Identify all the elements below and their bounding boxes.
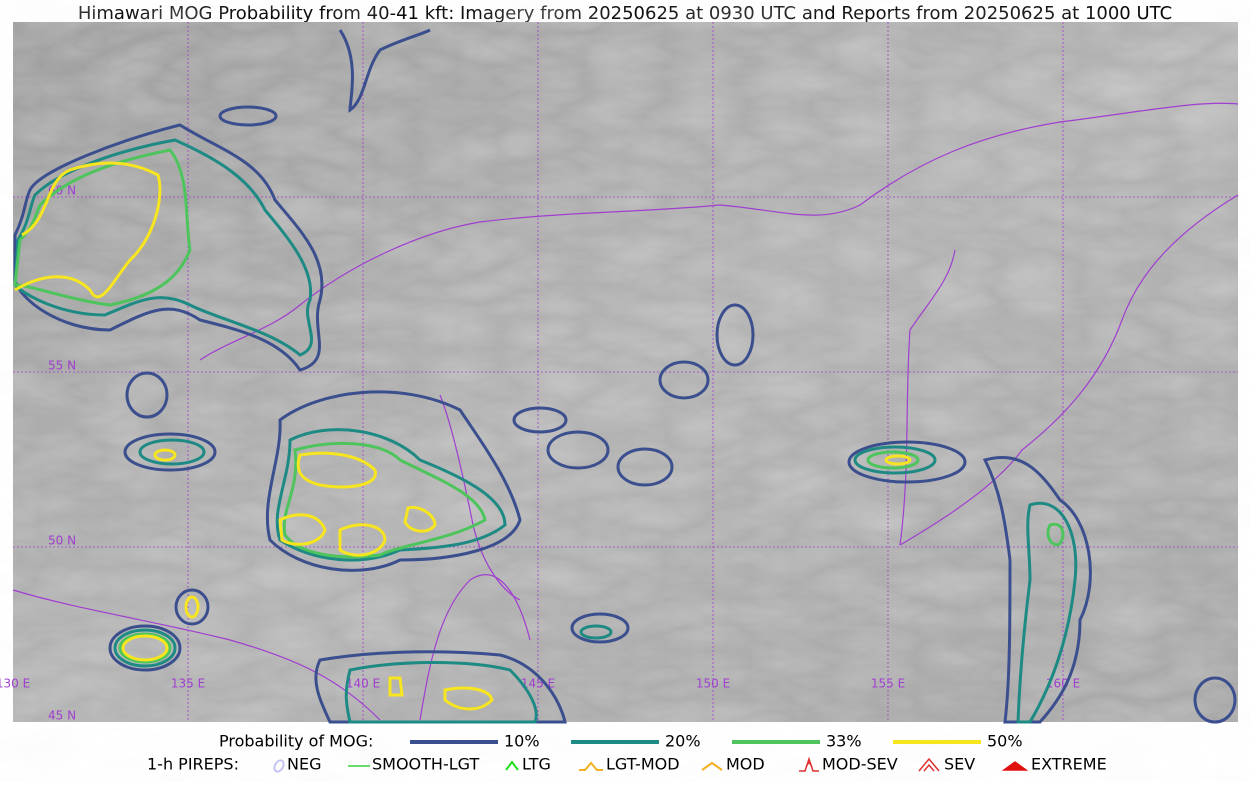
latitude-label: 45 N [48, 709, 76, 723]
pirep-icon [918, 757, 940, 772]
latitude-label: 50 N [48, 534, 76, 548]
title: Himawari MOG Probability from 40-41 kft:… [78, 3, 1172, 24]
legend: Probability of MOG: 1-h PIREPS: 10% 20% 33… [147, 732, 1107, 774]
probability-label: 50% [987, 732, 1023, 751]
pirep-label: MOD-SEV [822, 755, 898, 774]
longitude-label: 140 E [346, 677, 380, 691]
pirep-icon [273, 759, 285, 773]
pirep-icon [579, 761, 603, 771]
pirep-icon [799, 756, 819, 772]
probability-label: 33% [826, 732, 862, 751]
pirep-icon [701, 761, 723, 771]
pirep-label: LGT-MOD [606, 755, 680, 774]
pirep-label: LTG [522, 755, 551, 774]
probability-label: 10% [504, 732, 540, 751]
longitude-label: 160 E [1046, 677, 1080, 691]
pireps-legend-title: 1-h PIREPS: [147, 755, 239, 774]
probability-legend-title: Probability of MOG: [219, 732, 373, 751]
probability-label: 20% [665, 732, 701, 751]
pirep-icon [1001, 761, 1029, 771]
pirep-label: SEV [944, 755, 975, 774]
pirep-label: EXTREME [1031, 755, 1107, 774]
pirep-icon [505, 760, 519, 771]
longitude-label: 150 E [696, 677, 730, 691]
pirep-label: MOD [726, 755, 765, 774]
contours [13, 28, 1237, 724]
pirep-label: NEG [287, 755, 321, 774]
longitude-label: 135 E [171, 677, 205, 691]
longitude-label: 130 E [0, 677, 30, 691]
longitude-label: 155 E [871, 677, 905, 691]
latitude-label: 55 N [48, 359, 76, 373]
pirep-label: SMOOTH-LGT [372, 755, 479, 774]
